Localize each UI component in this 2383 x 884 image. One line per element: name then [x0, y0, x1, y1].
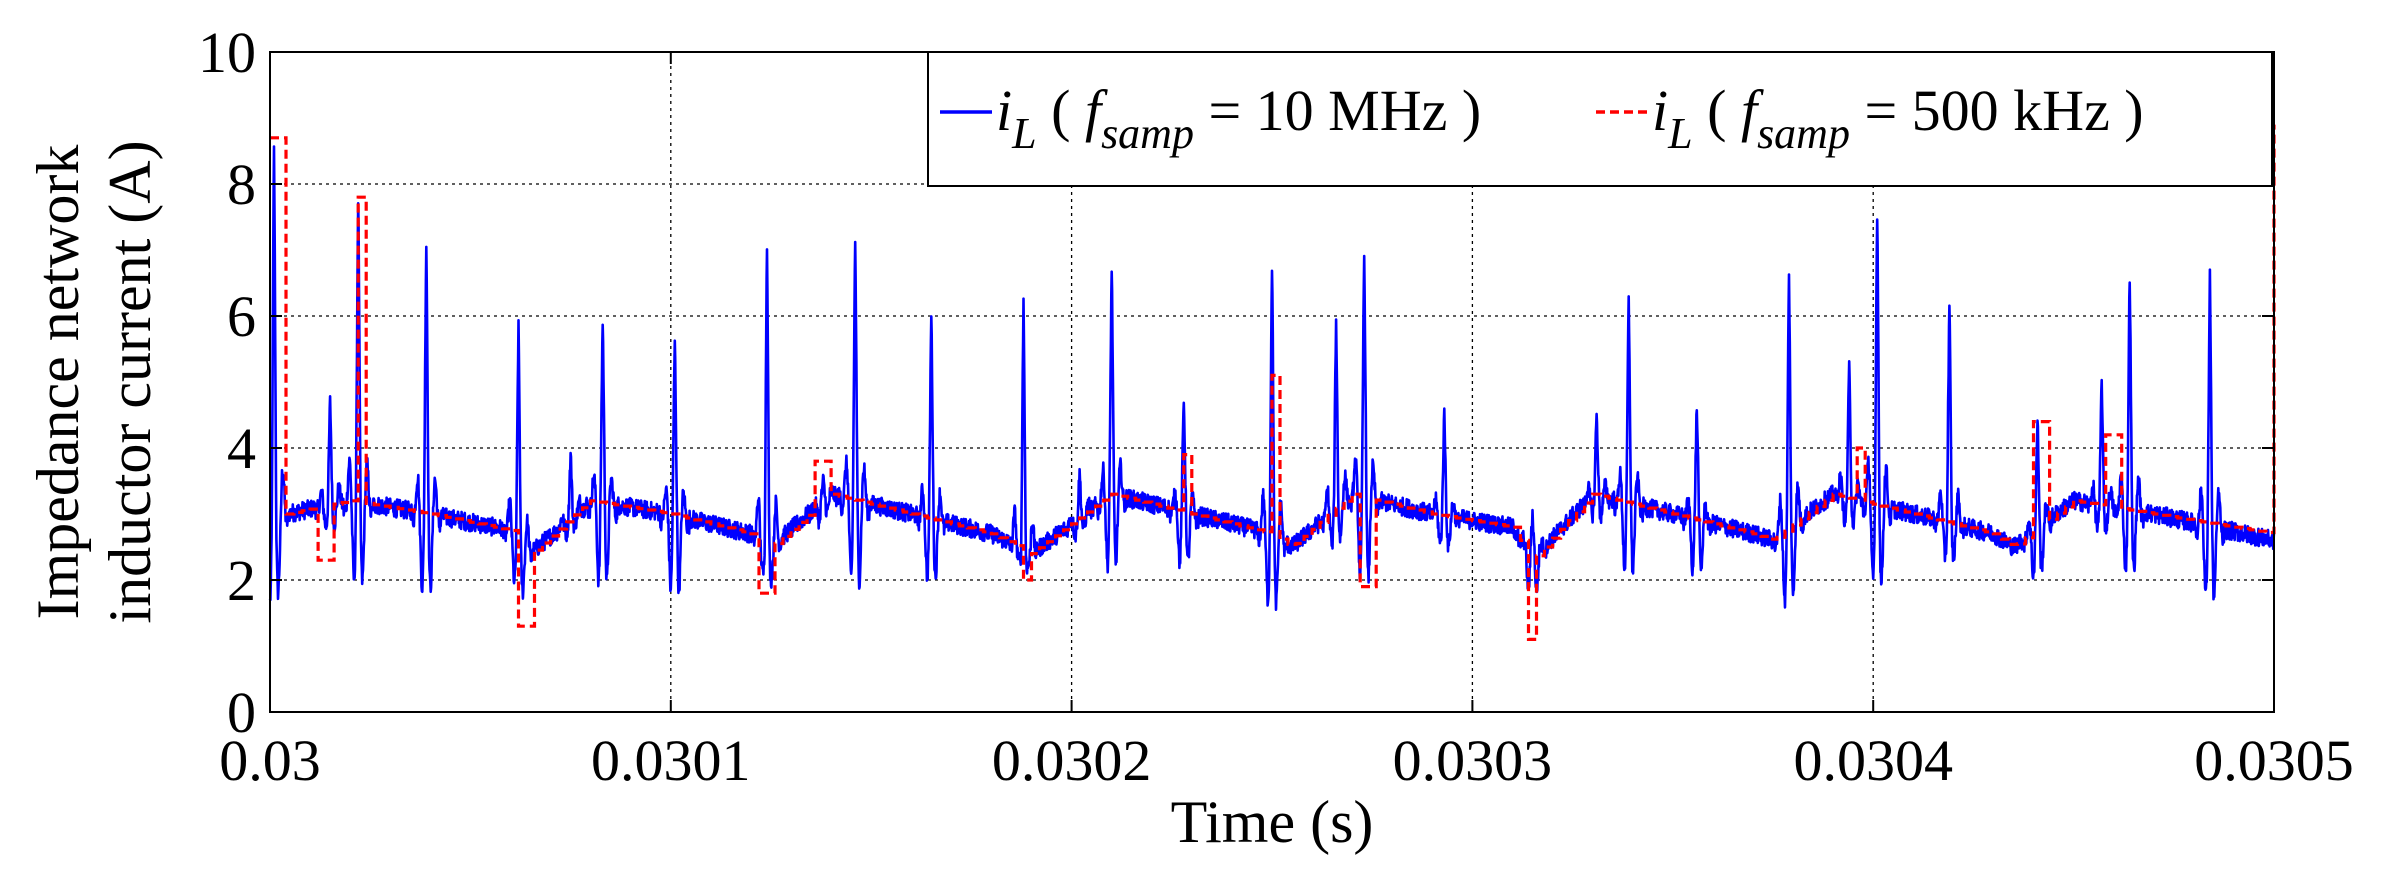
- y-axis-title-line: Impedance network: [25, 145, 91, 620]
- x-tick-label: 0.0304: [1793, 728, 1953, 793]
- x-tick-label: 0.0305: [2194, 728, 2354, 793]
- y-axis-title: Impedance network inductor current (A): [25, 140, 163, 623]
- series-10mhz-line: [268, 145, 2276, 612]
- y-tick-label: 6: [227, 284, 256, 349]
- legend-box: [927, 51, 2273, 187]
- x-tick-label: 0.03: [219, 728, 321, 793]
- y-tick-label: 10: [198, 20, 256, 85]
- y-tick-label: 0: [227, 680, 256, 745]
- x-tick-label: 0.0301: [591, 728, 751, 793]
- y-tick-label: 8: [227, 152, 256, 217]
- series-500khz-line: [270, 124, 2276, 642]
- y-tick-label: 4: [227, 416, 256, 481]
- legend-label: iL ( fsamp = 10 MHz ): [996, 78, 1481, 158]
- axis-ticks: 0.03 0.0301 0.0302 0.0303 0.0304 0.0305 0 2 4 6 8 1…: [198, 20, 2354, 793]
- x-axis-title: Time (s): [1171, 789, 1374, 855]
- y-tick-label: 2: [227, 548, 256, 613]
- x-tick-label: 0.0302: [992, 728, 1152, 793]
- y-axis-title-line: inductor current (A): [97, 140, 163, 623]
- legend-label: iL ( fsamp = 500 kHz ): [1652, 78, 2144, 158]
- x-tick-label: 0.0303: [1393, 728, 1553, 793]
- legend: iL ( fsamp = 10 MHz ) iL ( fsamp = 500 kH…: [927, 51, 2273, 187]
- series-group: [268, 124, 2276, 642]
